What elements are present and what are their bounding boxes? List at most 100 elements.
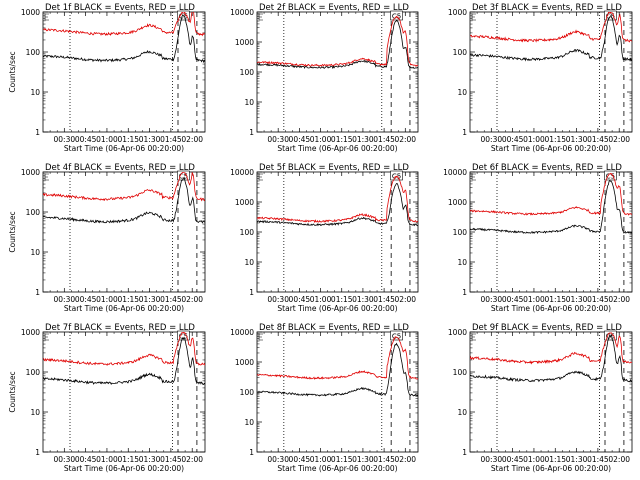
x-tick-label: 01:45 bbox=[373, 135, 395, 144]
corner-marker bbox=[471, 173, 476, 181]
series-lld-line bbox=[257, 336, 418, 380]
x-tick-label: 01:45 bbox=[160, 455, 182, 464]
y-tick-label: 10 bbox=[30, 88, 40, 97]
x-tick-label: 01:15 bbox=[544, 455, 566, 464]
x-tick-label: 00:30 bbox=[267, 295, 289, 304]
y-tick-label: 10 bbox=[457, 408, 467, 417]
y-tick-label: 10 bbox=[457, 258, 467, 267]
axes-frame bbox=[42, 11, 206, 133]
y-tick-label: 100 bbox=[240, 68, 255, 77]
y-tick-label: 10000 bbox=[443, 168, 467, 177]
x-tick-label: 02:00 bbox=[181, 455, 203, 464]
x-tick-label: 01:30 bbox=[139, 455, 161, 464]
y-tick-label: 100 bbox=[240, 388, 255, 397]
corner-marker bbox=[258, 333, 263, 341]
x-axis-label: Start Time (06-Apr-06 00:20:00) bbox=[491, 144, 611, 153]
x-axis-label: Start Time (06-Apr-06 00:20:00) bbox=[64, 464, 184, 473]
annotation-label: C5 bbox=[392, 333, 401, 341]
x-tick-label: 01:00 bbox=[96, 135, 118, 144]
series-lld-line bbox=[470, 332, 632, 365]
x-tick-label: 00:45 bbox=[289, 295, 311, 304]
series-events-line bbox=[470, 15, 632, 62]
panel-title: Det 6f BLACK = Events, RED = LLD bbox=[472, 163, 622, 173]
x-tick-label: 01:15 bbox=[544, 135, 566, 144]
x-tick-label: 01:45 bbox=[160, 295, 182, 304]
series-events-line bbox=[257, 342, 418, 397]
annotation-label: C5 bbox=[179, 13, 188, 21]
panel-det-5f: Det 5f BLACK = Events, RED = LLD 1 10 100 10… bbox=[230, 163, 419, 313]
x-tick-label: 01:00 bbox=[310, 455, 332, 464]
series-events-line bbox=[43, 336, 205, 386]
panel-det-7f: Det 7f BLACK = Events, RED = LLD 1 10 100 10… bbox=[8, 323, 206, 473]
y-tick-label: 100 bbox=[453, 48, 468, 57]
x-tick-label: 01:30 bbox=[566, 135, 588, 144]
x-tick-label: 01:15 bbox=[117, 135, 139, 144]
x-tick-label: 01:15 bbox=[117, 455, 139, 464]
x-tick-label: 01:00 bbox=[523, 295, 545, 304]
x-tick-label: 02:00 bbox=[608, 455, 630, 464]
series-lld-line bbox=[257, 175, 418, 224]
x-tick-label: 01:45 bbox=[160, 135, 182, 144]
series-lld-line bbox=[470, 12, 632, 43]
x-tick-label: 02:00 bbox=[181, 135, 203, 144]
x-tick-label: 01:30 bbox=[139, 135, 161, 144]
panel-det-3f: Det 3f BLACK = Events, RED = LLD 1 10 100 10… bbox=[448, 3, 633, 153]
axes-frame bbox=[256, 11, 419, 133]
x-tick-label: 02:00 bbox=[181, 295, 203, 304]
annotation-box bbox=[177, 170, 190, 181]
series-lld-line bbox=[43, 332, 205, 366]
y-tick-label: 1 bbox=[462, 448, 467, 457]
x-axis-label: Start Time (06-Apr-06 00:20:00) bbox=[491, 464, 611, 473]
corner-marker bbox=[258, 173, 263, 181]
y-tick-label: 100 bbox=[26, 208, 41, 217]
y-tick-label: 100 bbox=[26, 48, 41, 57]
series-events-line bbox=[43, 176, 205, 224]
series-events-line bbox=[43, 14, 205, 64]
y-tick-label: 10 bbox=[30, 408, 40, 417]
y-tick-label: 1000 bbox=[448, 328, 467, 337]
y-tick-label: 10000 bbox=[230, 168, 254, 177]
y-tick-label: 100 bbox=[453, 228, 468, 237]
corner-marker bbox=[44, 333, 49, 341]
corner-marker bbox=[258, 13, 263, 21]
x-axis-label: Start Time (06-Apr-06 00:20:00) bbox=[277, 304, 397, 313]
y-tick-label: 10 bbox=[244, 258, 254, 267]
axes-frame bbox=[42, 331, 206, 453]
y-tick-label: 100 bbox=[240, 228, 255, 237]
series-lld-line bbox=[470, 172, 632, 216]
x-tick-label: 01:45 bbox=[587, 295, 609, 304]
y-tick-label: 10 bbox=[244, 418, 254, 427]
panel-title: Det 3f BLACK = Events, RED = LLD bbox=[472, 3, 622, 13]
series-events-line bbox=[257, 183, 418, 227]
x-tick-label: 00:45 bbox=[75, 295, 97, 304]
y-axis-label: Counts/sec bbox=[8, 371, 17, 412]
x-tick-label: 00:45 bbox=[502, 135, 524, 144]
y-tick-label: 1000 bbox=[235, 198, 254, 207]
x-axis-label: Start Time (06-Apr-06 00:20:00) bbox=[64, 144, 184, 153]
y-tick-label: 1 bbox=[249, 128, 254, 137]
series-lld-line bbox=[257, 15, 418, 68]
series-events-line bbox=[257, 19, 418, 70]
x-tick-label: 01:15 bbox=[331, 295, 353, 304]
x-tick-label: 01:45 bbox=[373, 295, 395, 304]
x-tick-label: 00:30 bbox=[481, 135, 503, 144]
series-events-line bbox=[470, 179, 632, 234]
x-tick-label: 01:00 bbox=[96, 295, 118, 304]
x-tick-label: 00:30 bbox=[267, 455, 289, 464]
panel-det-8f: Det 8f BLACK = Events, RED = LLD 1 10 100 10… bbox=[230, 323, 419, 473]
x-tick-label: 02:00 bbox=[394, 135, 416, 144]
x-axis-label: Start Time (06-Apr-06 00:20:00) bbox=[491, 304, 611, 313]
y-tick-label: 1000 bbox=[448, 8, 467, 17]
y-tick-label: 10 bbox=[457, 88, 467, 97]
corner-marker bbox=[471, 333, 476, 341]
x-tick-label: 01:30 bbox=[352, 455, 374, 464]
y-axis-label: Counts/sec bbox=[8, 211, 17, 252]
annotation-box bbox=[604, 330, 617, 341]
axes-frame bbox=[469, 171, 633, 293]
x-axis-label: Start Time (06-Apr-06 00:20:00) bbox=[64, 304, 184, 313]
y-tick-label: 1 bbox=[462, 128, 467, 137]
axes-frame bbox=[469, 331, 633, 453]
x-tick-label: 01:00 bbox=[523, 135, 545, 144]
annotation-label: C5 bbox=[179, 173, 188, 181]
